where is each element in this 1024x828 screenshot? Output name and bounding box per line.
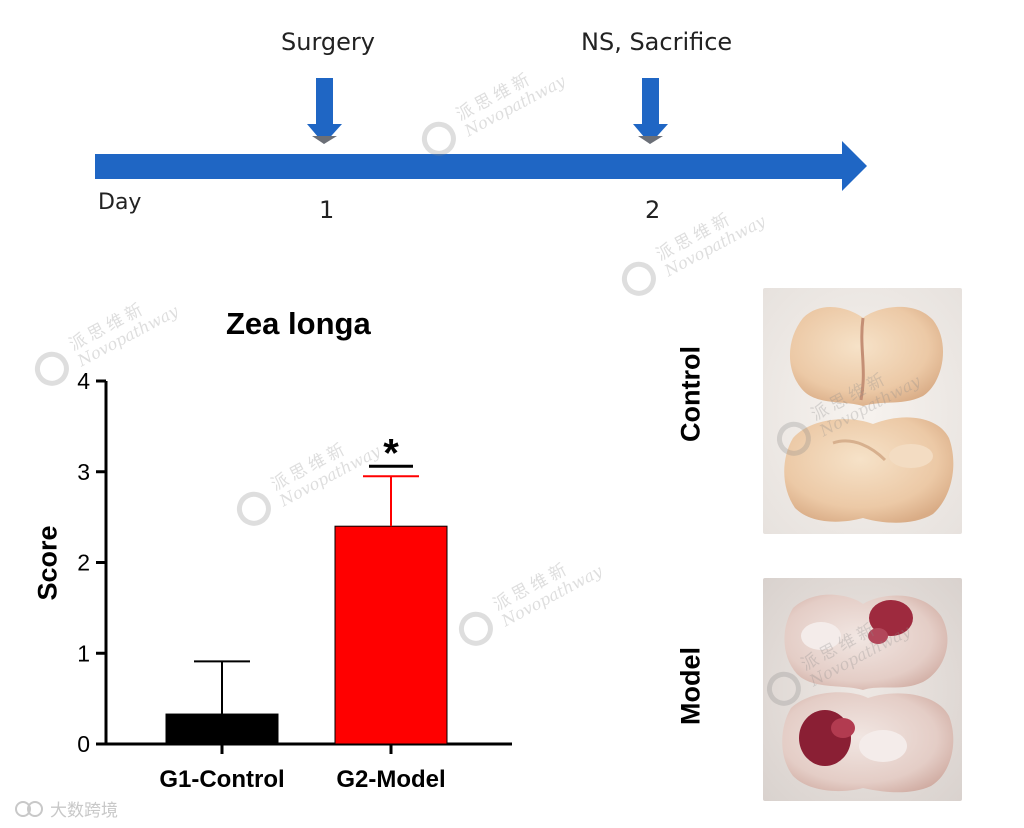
model-brain-photo — [763, 578, 962, 801]
y-tick-label: 3 — [77, 459, 90, 485]
x-tick-label: G2-Model — [336, 766, 445, 793]
timeline-arrow-shape — [95, 141, 867, 191]
footer-brand: 大数跨境 — [14, 796, 118, 821]
model-row-label: Model — [675, 647, 706, 725]
control-row-label: Control — [675, 346, 706, 442]
event-label-surgery: Surgery — [281, 28, 375, 56]
chart-title: Zea longa — [226, 306, 371, 341]
event-label-sacrifice: NS, Sacrifice — [581, 28, 733, 56]
significance-star: * — [383, 431, 399, 475]
surgery-marker-arrow — [307, 78, 342, 144]
chat-bubble-icon — [15, 800, 43, 817]
y-tick-label: 2 — [77, 550, 90, 576]
x-tick-label: G1-Control — [159, 766, 284, 793]
timeline-arrow — [95, 78, 867, 191]
day-label-1: 1 — [319, 196, 335, 224]
day-label-2: 2 — [645, 196, 661, 224]
bar-g1-control — [165, 713, 279, 745]
control-brain-photo — [763, 288, 962, 534]
sacrifice-marker-arrow — [633, 78, 668, 144]
y-tick-label: 4 — [77, 368, 90, 394]
timeline-axis-label: Day — [98, 190, 142, 215]
y-tick-label: 1 — [77, 640, 90, 666]
footer-text: 大数跨境 — [50, 801, 118, 821]
bar-g2-model — [334, 525, 448, 745]
y-tick-label: 0 — [77, 731, 90, 757]
